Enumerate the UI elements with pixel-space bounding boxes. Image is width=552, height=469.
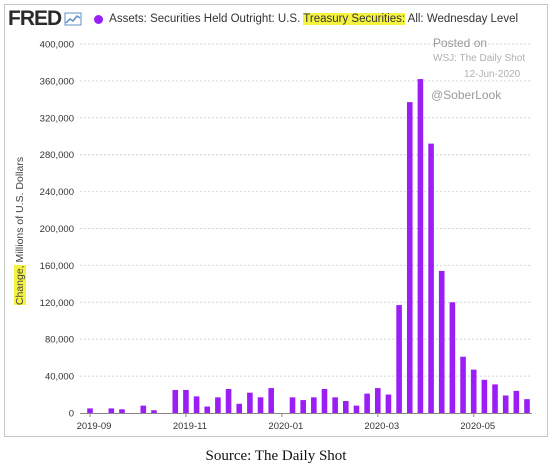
bar[interactable] [311,397,317,413]
fred-logo[interactable]: FRED [8,7,62,30]
x-tick-label: 2019-09 [77,421,112,432]
y-tick-label: 240,000 [40,187,74,198]
bar[interactable] [364,393,370,413]
y-tick-label: 400,000 [40,40,74,51]
y-tick-label: 280,000 [40,150,74,161]
x-tick-label: 2020-03 [364,421,399,432]
bar[interactable] [438,270,445,413]
bar[interactable] [460,356,466,413]
bar[interactable] [321,389,328,413]
bar[interactable] [300,400,306,413]
bar[interactable] [87,408,93,413]
bar[interactable] [140,405,147,413]
chart-header: FRED Assets: Securities Held Outright: U… [8,7,518,31]
bar[interactable] [353,405,360,413]
y-tick-label: 80,000 [45,335,74,346]
y-axis-label: Change, Millions of U.S. Dollars [14,156,26,306]
y-tick-labels: 0 40,000 80,000 120,000 160,000 200,000 240,00… [40,40,74,420]
x-tick-labels: 2019-09 2019-11 2020-01 2020-03 2020-05 [77,413,495,432]
legend-series-dot [94,14,104,24]
y-tick-label: 120,000 [40,298,74,309]
bar[interactable] [470,369,477,413]
bar[interactable] [396,305,402,413]
bar[interactable] [481,379,488,413]
bar[interactable] [289,397,296,413]
x-tick-label: 2020-05 [460,421,495,432]
bar[interactable] [374,388,381,413]
bar[interactable] [406,102,413,414]
bar[interactable] [428,143,434,413]
y-tick-label: 320,000 [40,113,74,124]
bar[interactable] [343,401,349,413]
source-caption: Source: The Daily Shot [205,448,347,464]
bar[interactable] [513,390,520,413]
fred-logo-graph-icon [64,12,82,26]
bar[interactable] [502,395,509,413]
y-tick-label: 160,000 [40,261,74,272]
y-tick-label: 0 [69,409,74,420]
bar[interactable] [449,302,456,413]
bar[interactable] [247,392,253,413]
bar[interactable] [236,403,243,413]
bar[interactable] [492,384,498,413]
bar[interactable] [193,396,200,413]
bar[interactable] [108,408,115,413]
chart-gridlines [80,43,532,377]
watermark-source-name: WSJ: The Daily Shot [433,53,526,64]
y-tick-label: 360,000 [40,76,74,87]
chart-bars [87,79,530,414]
legend-series-label[interactable]: Assets: Securities Held Outright: U.S. T… [109,13,519,25]
bar[interactable] [268,388,274,413]
bar[interactable] [524,399,530,413]
watermark-date: 12-Jun-2020 [464,69,521,80]
y-tick-label: 40,000 [45,372,74,383]
bar[interactable] [204,406,211,413]
bar[interactable] [151,410,157,413]
chart-frame [4,4,548,437]
bar[interactable] [257,397,264,413]
bar[interactable] [215,397,221,413]
bar[interactable] [172,389,179,413]
bar[interactable] [225,389,232,413]
watermark-posted-on: Posted on [433,36,488,50]
x-tick-label: 2019-11 [173,421,207,432]
bar[interactable] [183,389,189,413]
y-tick-label: 200,000 [40,224,74,235]
bar[interactable] [385,394,392,413]
watermark-handle: @SoberLook [431,88,502,102]
x-tick-label: 2020-01 [268,421,303,432]
bar[interactable] [119,409,125,413]
bar[interactable] [332,397,338,413]
bar[interactable] [417,79,424,413]
